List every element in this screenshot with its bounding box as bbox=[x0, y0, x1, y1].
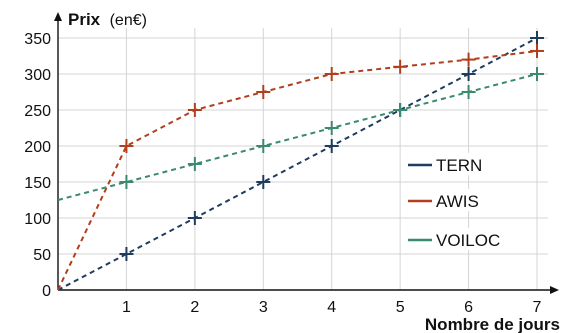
x-axis-label: Nombre de jours bbox=[425, 315, 560, 333]
data-point-awis-6 bbox=[461, 52, 476, 67]
data-point-awis-7 bbox=[530, 43, 544, 58]
y-axis-label: Prix (en€) bbox=[68, 10, 147, 29]
y-axis-label-main: Prix bbox=[68, 10, 101, 29]
y-tick-label: 200 bbox=[24, 139, 51, 156]
series-lines bbox=[57, 37, 538, 291]
legend-item-awis: AWIS bbox=[404, 189, 536, 211]
data-point-tern-3 bbox=[256, 175, 271, 189]
data-point-awis-4 bbox=[324, 67, 339, 81]
data-point-tern-4 bbox=[324, 139, 339, 153]
y-tick-label: 100 bbox=[24, 211, 51, 228]
x-tick-label: 2 bbox=[190, 299, 199, 316]
x-tick-labels: 1 2 3 4 5 6 7 bbox=[122, 299, 542, 316]
legend-label: VOILOC bbox=[436, 231, 500, 250]
y-axis-label-unit: (en€) bbox=[110, 12, 147, 29]
x-tick-label: 5 bbox=[396, 299, 405, 316]
data-point-tern-1 bbox=[119, 247, 134, 261]
data-point-awis-2 bbox=[187, 103, 202, 117]
data-point-voiloc-2 bbox=[187, 157, 202, 171]
x-tick-label: 7 bbox=[533, 299, 542, 316]
legend: TERN AWIS VOILOC bbox=[404, 153, 536, 250]
data-point-awis-1 bbox=[119, 139, 134, 153]
data-point-awis-5 bbox=[393, 59, 408, 74]
series-line-voiloc bbox=[57, 73, 538, 201]
x-tick-label: 1 bbox=[122, 299, 131, 316]
y-tick-label: 350 bbox=[24, 31, 51, 48]
series-line-awis bbox=[57, 50, 538, 291]
y-tick-label: 300 bbox=[24, 67, 51, 84]
x-tick-label: 6 bbox=[464, 299, 473, 316]
data-point-voiloc-1 bbox=[119, 175, 134, 189]
x-tick-label: 4 bbox=[327, 299, 336, 316]
legend-label: TERN bbox=[436, 156, 482, 175]
x-axis-arrow bbox=[550, 286, 559, 294]
y-tick-label: 150 bbox=[24, 175, 51, 192]
legend-item-tern: TERN bbox=[404, 153, 536, 175]
series-markers bbox=[119, 31, 544, 261]
data-point-voiloc-4 bbox=[324, 121, 339, 135]
data-point-tern-6 bbox=[461, 67, 476, 81]
y-tick-label: 50 bbox=[33, 247, 51, 264]
data-point-voiloc-7 bbox=[530, 67, 544, 81]
y-tick-labels: 0 50 100 150 200 250 300 350 bbox=[24, 31, 51, 300]
data-point-voiloc-5 bbox=[393, 103, 408, 117]
data-point-awis-3 bbox=[256, 85, 271, 99]
y-axis-arrow bbox=[54, 12, 62, 21]
data-point-tern-7 bbox=[530, 31, 544, 45]
legend-item-voiloc: VOILOC bbox=[404, 228, 536, 250]
y-tick-label: 250 bbox=[24, 103, 51, 120]
axes bbox=[54, 12, 559, 294]
data-point-voiloc-3 bbox=[256, 139, 271, 153]
x-tick-label: 3 bbox=[259, 299, 268, 316]
series-line-tern bbox=[57, 37, 538, 291]
data-point-tern-2 bbox=[187, 211, 202, 225]
data-point-voiloc-6 bbox=[461, 85, 476, 99]
legend-label: AWIS bbox=[436, 192, 479, 211]
y-tick-label: 0 bbox=[42, 283, 51, 300]
